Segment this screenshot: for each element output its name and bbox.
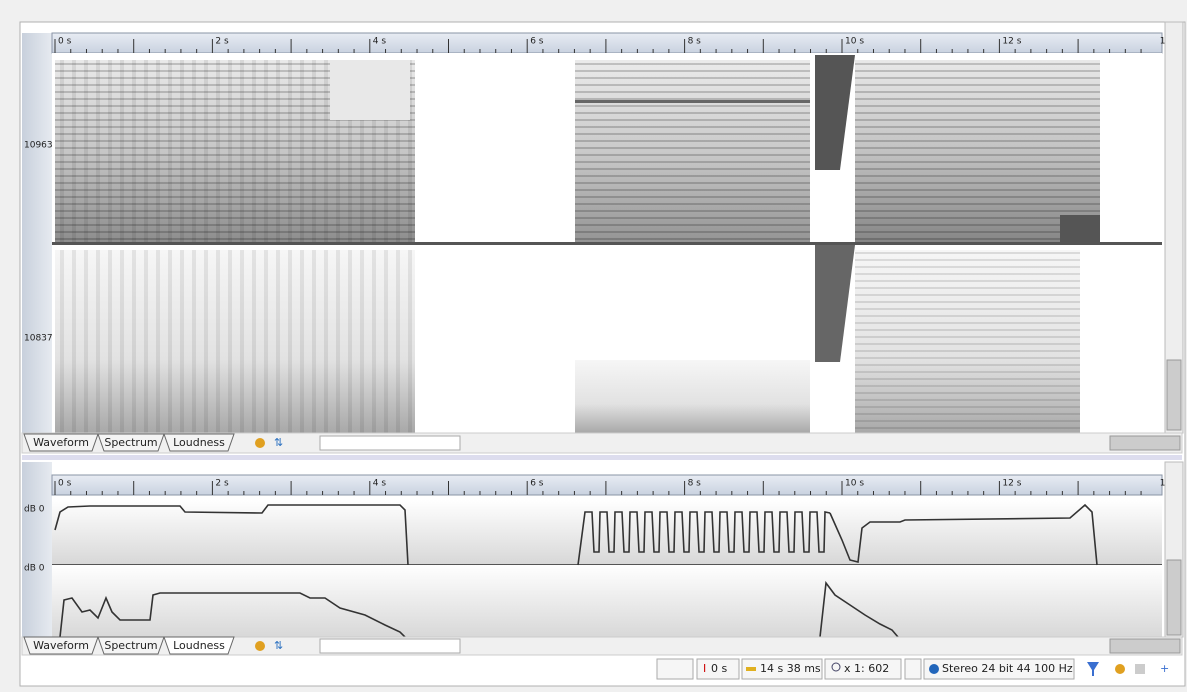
time-label: 10 s xyxy=(845,479,864,489)
icon[interactable] xyxy=(1115,664,1125,674)
time-label: 1 xyxy=(1160,37,1166,47)
tab-label: Loudness xyxy=(173,639,225,652)
h-scrollbar[interactable] xyxy=(319,638,461,654)
spectrum-upper xyxy=(55,55,1100,243)
status-cell[interactable] xyxy=(923,658,1075,680)
icon: ⇅ xyxy=(274,436,283,449)
y-axis-strip xyxy=(22,33,52,433)
time-label: 2 s xyxy=(215,479,229,489)
status-cell[interactable] xyxy=(824,658,902,680)
time-label: 0 s xyxy=(58,37,72,47)
icon: ⇅ xyxy=(274,639,283,652)
h-scrollbar[interactable] xyxy=(319,435,461,451)
time-label: 12 s xyxy=(1002,37,1021,47)
icon xyxy=(255,438,265,448)
status-cell[interactable] xyxy=(696,658,740,680)
h-scroll-thumb[interactable] xyxy=(1109,435,1181,451)
time-label: 4 s xyxy=(373,479,387,489)
icon[interactable]: + xyxy=(1160,662,1169,675)
time-label: 8 s xyxy=(688,37,702,47)
format: Stereo 24 bit 44 100 Hz xyxy=(942,662,1073,675)
scroll-thumb[interactable] xyxy=(1166,359,1182,431)
db-label: dB 0 xyxy=(24,505,45,515)
y-axis-strip xyxy=(22,462,52,637)
zoom: x 1: 602 xyxy=(844,662,889,675)
freq-label: 10963 xyxy=(24,141,53,151)
tab-bar xyxy=(21,432,1183,454)
channel-divider xyxy=(52,242,1162,245)
time-label: 1 xyxy=(1160,479,1166,489)
time-label: 6 s xyxy=(530,37,544,47)
db-label: dB 0 xyxy=(24,564,45,574)
tab[interactable] xyxy=(97,433,165,452)
tab-label: Waveform xyxy=(33,436,89,449)
time-label: 8 s xyxy=(688,479,702,489)
loudness-upper xyxy=(52,500,1162,564)
time-label: 6 s xyxy=(530,479,544,489)
icon[interactable] xyxy=(1135,664,1145,674)
freq-label: 10837 xyxy=(24,334,53,344)
length: 14 s 38 ms xyxy=(760,662,821,675)
tab-label: Waveform xyxy=(33,639,89,652)
time-label: 0 s xyxy=(58,479,72,489)
loudness-lower xyxy=(52,565,1162,637)
h-scroll-thumb[interactable] xyxy=(1109,638,1181,654)
status-bar: I 0 s 14 s 38 ms x 1: 602 Stereo 24 bit … xyxy=(656,658,1169,680)
icon xyxy=(255,641,265,651)
ruler-ticks: 0 s 2 s 4 s 6 s 8 s 10 s 12 s 1 xyxy=(54,37,1166,53)
time-label: 10 s xyxy=(845,37,864,47)
time-ruler xyxy=(51,474,1163,496)
tab[interactable] xyxy=(163,636,235,655)
splitter[interactable] xyxy=(22,455,1182,460)
time-label: 2 s xyxy=(215,37,229,47)
loudness-curves xyxy=(54,503,1098,638)
svg-text:I: I xyxy=(703,662,706,675)
status-cell[interactable] xyxy=(741,658,823,680)
scroll-thumb[interactable] xyxy=(1166,559,1182,636)
filter-icon[interactable] xyxy=(1087,662,1099,676)
tab-label: Spectrum xyxy=(104,639,157,652)
cursor-position: 0 s xyxy=(711,662,727,675)
spectrum-lower xyxy=(55,245,1080,433)
tab-bar xyxy=(21,636,1183,656)
time-label: 12 s xyxy=(1002,479,1021,489)
time-label: 4 s xyxy=(373,37,387,47)
tab[interactable] xyxy=(97,636,165,655)
ruler-ticks: 0 s 2 s 4 s 6 s 8 s 10 s 12 s 1 xyxy=(54,479,1166,495)
tab-label: Loudness xyxy=(173,436,225,449)
tab[interactable] xyxy=(23,433,99,452)
tab[interactable] xyxy=(23,636,99,655)
tab-label: Spectrum xyxy=(104,436,157,449)
tab[interactable] xyxy=(163,433,235,452)
